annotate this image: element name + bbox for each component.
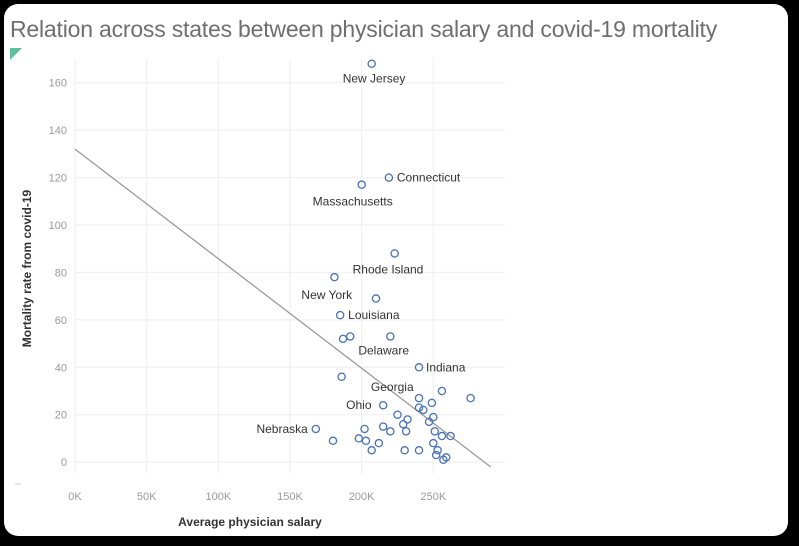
data-point — [361, 436, 371, 446]
point-label: New York — [301, 288, 353, 302]
data-point — [360, 424, 369, 434]
data-point — [371, 294, 381, 303]
y-tick-label: 0 — [61, 457, 67, 469]
data-point — [419, 405, 428, 415]
data-point — [367, 59, 376, 68]
corner-marker-icon — [10, 48, 22, 60]
x-tick-label: 50K — [137, 491, 157, 503]
data-point — [424, 417, 434, 427]
scatter-chart: 0K 50K 100K 150K 200K 250K 0 20 40 60 80 100 120 140 1… — [15, 59, 505, 529]
x-tick-label: 100K — [205, 491, 231, 503]
data-point — [378, 400, 388, 410]
y-tick-label: 100 — [49, 220, 67, 232]
x-tick-label: 250K — [420, 491, 446, 503]
y-axis-title: Mortality rate from covid-19 — [20, 189, 34, 347]
data-point — [431, 450, 441, 460]
point-label: Massachusetts — [313, 195, 393, 209]
point-label: New Jersey — [343, 72, 406, 86]
data-point — [403, 415, 412, 424]
trend-line — [74, 148, 492, 468]
point-label: Rhode Island — [353, 262, 424, 276]
data-point — [374, 438, 384, 448]
data-point — [437, 386, 447, 396]
data-point — [414, 446, 424, 455]
data-point — [354, 434, 364, 443]
data-point — [430, 427, 440, 436]
data-point — [367, 446, 376, 455]
y-tick-label: 120 — [49, 173, 67, 185]
data-point — [439, 455, 448, 465]
data-point — [357, 180, 366, 189]
data-point — [338, 334, 348, 344]
data-point — [386, 332, 395, 341]
grid-lines — [74, 59, 505, 474]
y-tick-label: 60 — [55, 315, 67, 327]
y-tick-label: 80 — [55, 267, 67, 279]
point-label: Nebraska — [256, 422, 308, 436]
data-point — [446, 431, 455, 441]
point-label: Louisiana — [348, 308, 400, 322]
data-point — [345, 332, 355, 341]
data-point — [390, 249, 399, 258]
chart-title: Relation across states between physician… — [10, 16, 718, 42]
data-point — [330, 272, 339, 282]
x-axis-title: Average physician salary — [178, 515, 322, 529]
x-tick-label: 0K — [68, 491, 82, 503]
data-point — [401, 427, 411, 436]
y-tick-label: 140 — [49, 125, 67, 137]
data-point — [427, 398, 437, 408]
axes: 0K 50K 100K 150K 200K 250K 0 20 40 60 80 100 120 140 1… — [15, 78, 447, 503]
data-point — [311, 424, 321, 434]
data-point — [335, 310, 345, 320]
chart-card: Relation across states between physician… — [4, 4, 788, 536]
point-label: Georgia — [371, 380, 414, 394]
data-point — [400, 446, 409, 455]
data-point — [437, 431, 447, 441]
data-point — [378, 422, 388, 431]
point-label: Connecticut — [397, 171, 461, 185]
data-point — [414, 363, 424, 372]
data-point — [337, 372, 346, 382]
data-point — [386, 427, 395, 436]
point-label: Indiana — [426, 360, 466, 374]
y-tick-label: 160 — [49, 78, 67, 90]
data-point — [328, 436, 338, 446]
x-tick-label: 150K — [277, 491, 303, 503]
data-point — [384, 173, 394, 182]
data-point — [429, 438, 438, 448]
y-tick-label: 40 — [55, 362, 67, 374]
point-label: Ohio — [346, 398, 372, 412]
y-tick-label: 20 — [55, 410, 67, 422]
data-point — [414, 403, 424, 412]
data-point — [393, 410, 402, 419]
point-labels: New Jersey Connecticut Massachusetts Rhode … — [256, 72, 465, 436]
point-label: Delaware — [358, 343, 409, 357]
data-points — [311, 59, 475, 465]
data-point — [429, 412, 438, 422]
x-tick-label: 200K — [349, 491, 375, 503]
data-point — [398, 419, 408, 429]
data-point — [414, 393, 424, 403]
data-point — [466, 393, 475, 403]
data-point — [433, 446, 442, 455]
